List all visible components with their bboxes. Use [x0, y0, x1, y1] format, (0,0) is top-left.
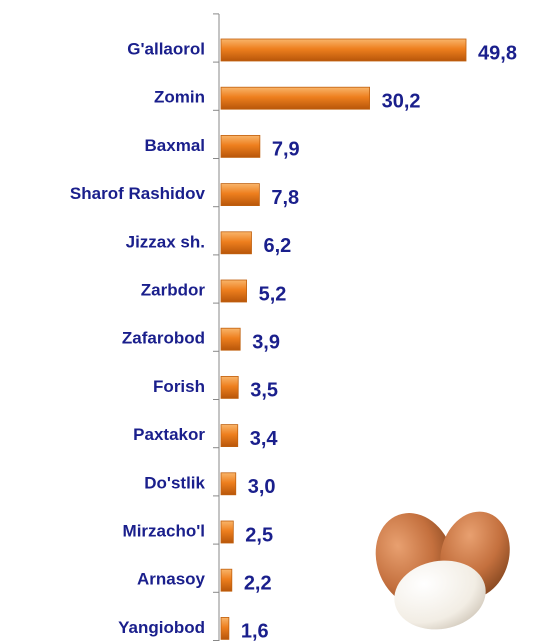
bar [221, 425, 238, 447]
value-label: 6,2 [264, 235, 292, 257]
bar [221, 87, 370, 109]
category-label: Arnasoy [137, 570, 206, 589]
value-label: 49,8 [478, 42, 517, 64]
value-label: 1,6 [241, 621, 269, 641]
category-label: Zarbdor [141, 280, 206, 299]
category-label: Zafarobod [122, 329, 205, 348]
value-label: 7,8 [271, 187, 299, 209]
bar [221, 135, 260, 157]
bar [221, 39, 466, 61]
bar [221, 617, 229, 639]
category-label: Yangiobod [118, 618, 205, 637]
value-label: 7,9 [272, 139, 300, 161]
category-label: G'allaorol [127, 39, 205, 58]
bar [221, 569, 232, 591]
value-label: 2,2 [244, 572, 272, 594]
category-label: Mirzacho'l [123, 521, 205, 540]
category-label: Zomin [154, 88, 205, 107]
value-label: 3,5 [250, 380, 278, 402]
value-label: 3,9 [252, 331, 280, 353]
value-label: 3,0 [248, 476, 276, 498]
value-label: 5,2 [259, 283, 287, 305]
bar [221, 184, 259, 206]
category-label: Jizzax sh. [126, 232, 205, 251]
page: {"chart_data": {"type": "bar", "orientat… [0, 0, 535, 641]
category-label: Forish [153, 377, 205, 396]
chart: G'allaorol 49,8 Zomin 30,2 Baxmal 7,9 Sharof R… [0, 0, 535, 641]
bar [221, 328, 240, 350]
category-label: Sharof Rashidov [70, 184, 206, 203]
value-label: 30,2 [382, 90, 421, 112]
value-label: 2,5 [245, 524, 273, 546]
bar [221, 232, 252, 254]
bar [221, 521, 233, 543]
bar [221, 473, 236, 495]
bar [221, 376, 238, 398]
bar [221, 280, 247, 302]
eggs-illustration [363, 502, 519, 637]
category-label: Baxmal [145, 136, 205, 155]
category-label: Paxtakor [133, 425, 205, 444]
value-label: 3,4 [250, 428, 279, 450]
category-label: Do'stlik [144, 473, 205, 492]
